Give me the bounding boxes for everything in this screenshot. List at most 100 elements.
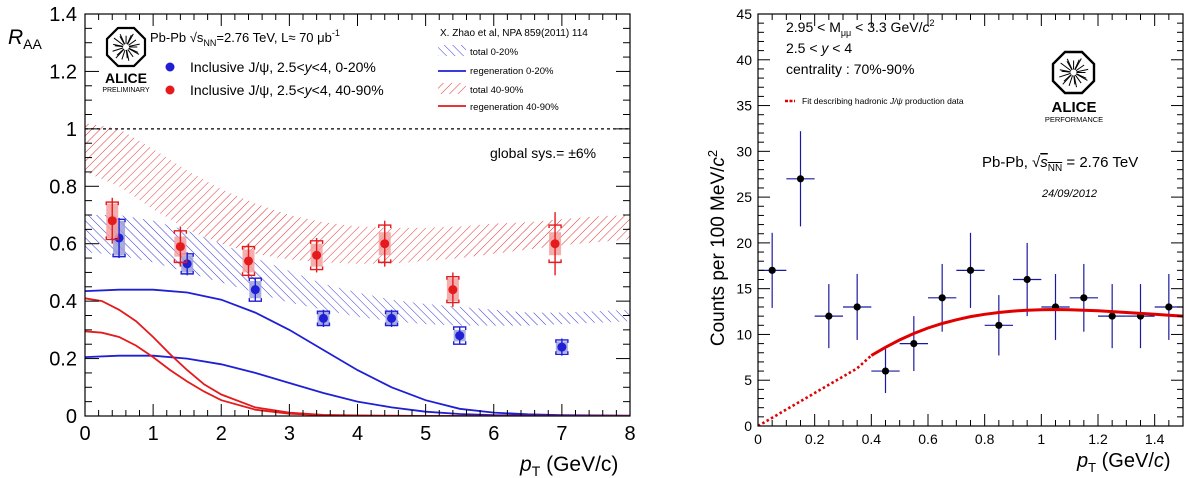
y-tick-label: 15 [736, 281, 752, 297]
data-point-40-90 [378, 220, 392, 267]
right-axis-ticks: 0 0.2 0.4 0.6 0.8 1 1.2 1.4 0 5 10 15 20 25 30 35 40 45 [736, 6, 1184, 447]
y-tick-label: 0.8 [49, 176, 77, 198]
legend-marker-central [165, 62, 175, 72]
legend-label-central: Inclusive J/ψ, 2.5<y<4, 0-20% [190, 59, 376, 75]
data-point-0-20 [384, 309, 399, 327]
data-point-0-20 [555, 338, 569, 356]
x-tick-label: 1 [148, 423, 159, 445]
right-fit-legend: Fit describing hadronic J/ψ production d… [785, 96, 964, 106]
y-tick-label: 0.4 [49, 291, 77, 313]
model-curve-regeneration-40-90 [85, 297, 630, 416]
y-tick-label: 0 [744, 418, 752, 434]
data-point [786, 131, 815, 227]
data-point [814, 284, 843, 349]
legend-total-peripheral: total 40-90% [470, 85, 524, 96]
x-tick-label: 0.2 [805, 431, 825, 447]
data-point [1013, 242, 1042, 317]
y-tick-label: 0.2 [49, 349, 77, 371]
y-tick-label: 1 [66, 119, 77, 141]
right-fit-curve [758, 307, 1183, 426]
logo-name: ALICE [1052, 99, 1097, 116]
data-point [956, 232, 985, 308]
model-curve-regeneration-40-90 [85, 330, 630, 416]
x-tick-label: 2 [216, 423, 227, 445]
model-reference: X. Zhao et al, NPA 859(2011) 114 [440, 28, 588, 39]
x-tick-label: 0 [79, 423, 90, 445]
legend-regen-central: regeneration 0-20% [470, 66, 554, 77]
data-point [984, 295, 1013, 356]
x-tick-label: 7 [556, 423, 567, 445]
global-sys-label: global sys.= ±6% [490, 145, 596, 161]
y-tick-label: 1.2 [49, 61, 77, 83]
x-tick-label: 4 [352, 423, 363, 445]
right-x-axis-label: pT (GeV/c) [1076, 450, 1171, 475]
fit-curve [870, 307, 1183, 357]
legend-total-peripheral-swatch [438, 83, 466, 94]
logo-tag: PRELIMINARY [102, 87, 150, 94]
left-chart: 0 1 2 3 4 5 6 7 8 0 0.2 0.4 0.6 0.8 1 1.2 1.4 RAA pT (Ge… [8, 4, 636, 478]
left-y-axis-label: RAA [8, 26, 43, 52]
data-point [1041, 274, 1070, 340]
y-tick-label: 1.4 [49, 4, 77, 26]
data-point-40-90 [173, 226, 188, 267]
y-tick-label: 5 [744, 372, 752, 388]
legend-marker-peripheral [165, 85, 175, 95]
data-point [899, 316, 928, 372]
y-tick-label: 30 [736, 143, 752, 159]
right-chart: 0 0.2 0.4 0.6 0.8 1 1.2 1.4 0 5 10 15 20 25 30 35 40 45 C… [705, 6, 1184, 475]
data-point-40-90 [105, 197, 119, 244]
left-model-legend: X. Zhao et al, NPA 859(2011) 114 total 0… [438, 28, 588, 113]
left-data-points [105, 197, 569, 356]
x-tick-label: 0.8 [975, 431, 995, 447]
legend-label-peripheral: Inclusive J/ψ, 2.5<y<4, 40-90% [190, 82, 384, 98]
x-tick-label: 0.6 [918, 431, 938, 447]
logo-rays [1059, 58, 1089, 88]
alice-logo-right: ALICE PERFORMANCE [1045, 50, 1103, 124]
x-tick-label: 0 [754, 431, 762, 447]
x-tick-label: 1.4 [1145, 431, 1165, 447]
x-tick-label: 8 [624, 423, 635, 445]
logo-rays [112, 33, 140, 61]
legend-regen-peripheral: regeneration 40-90% [470, 102, 559, 113]
y-tick-label: 45 [736, 6, 752, 22]
model-band-total-0-20 [85, 215, 630, 326]
data-point-40-90 [309, 237, 324, 273]
y-tick-label: 10 [736, 326, 752, 342]
data-point-0-20 [248, 277, 263, 302]
logo-name: ALICE [105, 70, 147, 86]
x-tick-label: 6 [488, 423, 499, 445]
right-data-points [758, 131, 1183, 394]
x-tick-label: 1.2 [1088, 431, 1108, 447]
data-point [1126, 284, 1155, 349]
legend-total-central-swatch [438, 45, 466, 56]
y-tick-label: 0.6 [49, 234, 77, 256]
alice-logo-left: ALICE PRELIMINARY [102, 26, 150, 94]
x-tick-label: 1 [1037, 431, 1045, 447]
x-tick-label: 3 [284, 423, 295, 445]
legend-total-central: total 0-20% [470, 47, 519, 58]
right-y-axis-label: Counts per 100 MeV/c2 [705, 150, 729, 346]
rapidity-cut: 2.5 < y < 4 [786, 40, 852, 56]
logo-tag: PERFORMANCE [1045, 115, 1103, 124]
y-tick-label: 35 [736, 98, 752, 114]
left-data-legend: Inclusive J/ψ, 2.5<y<4, 0-20% Inclusive … [165, 59, 384, 98]
fit-legend-label: Fit describing hadronic J/ψ production d… [802, 96, 964, 106]
data-point [871, 349, 900, 394]
x-tick-label: 5 [420, 423, 431, 445]
data-point-0-20 [316, 309, 331, 327]
left-axis-ticks: 0 1 2 3 4 5 6 7 8 0 0.2 0.4 0.6 0.8 1 1.2 1.4 [49, 4, 635, 445]
y-tick-label: 20 [736, 235, 752, 251]
y-tick-label: 25 [736, 189, 752, 205]
fit-curve-extrapolated [758, 354, 873, 426]
data-point [1098, 284, 1127, 349]
right-system-label: Pb-Pb, √sNN = 2.76 TeV [982, 154, 1138, 174]
data-point-40-90 [446, 272, 460, 307]
model-curve-regeneration-0-20 [85, 288, 630, 416]
y-tick-label: 0 [66, 406, 77, 428]
mass-cut: 2.95 < Mμμ < 3.3 GeV/c2 [786, 18, 934, 38]
data-point-0-20 [452, 326, 467, 345]
date-label: 24/09/2012 [1041, 188, 1097, 200]
y-tick-label: 40 [736, 52, 752, 68]
data-point-40-90 [548, 212, 562, 276]
